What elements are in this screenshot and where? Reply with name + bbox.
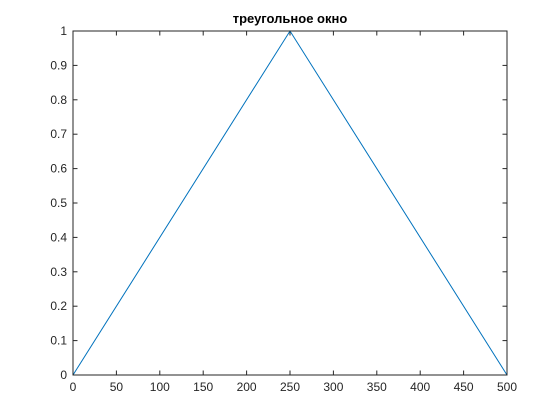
plot-area <box>73 31 507 375</box>
tick-labels: 0 50 100 150 200 250 300 350 400 450 500 0 0.1 0.2 0.3… <box>50 24 517 394</box>
chart-title: треугольное окно <box>233 11 348 26</box>
x-tick-label: 300 <box>323 380 343 394</box>
x-tick-label: 500 <box>497 380 517 394</box>
y-tick-label: 0.3 <box>50 265 67 279</box>
y-tick-label: 0.7 <box>50 127 67 141</box>
x-tick-label: 350 <box>367 380 387 394</box>
y-tick-label: 0.5 <box>50 196 67 210</box>
x-tick-label: 200 <box>237 380 257 394</box>
y-tick-label: 1 <box>60 24 67 38</box>
y-tick-label: 0.2 <box>50 299 67 313</box>
x-tick-label: 450 <box>454 380 474 394</box>
y-tick-label: 0.6 <box>50 162 67 176</box>
axes-box <box>72 30 508 376</box>
x-tick-label: 250 <box>280 380 300 394</box>
y-tick-label: 0.1 <box>50 334 67 348</box>
x-tick-label: 400 <box>410 380 430 394</box>
y-tick-label: 0.8 <box>50 93 67 107</box>
x-tick-label: 50 <box>110 380 124 394</box>
y-tick-label: 0.4 <box>50 230 67 244</box>
y-tick-label: 0 <box>60 368 67 382</box>
x-tick-label: 0 <box>70 380 77 394</box>
y-tick-label: 0.9 <box>50 58 67 72</box>
x-tick-label: 150 <box>193 380 213 394</box>
x-tick-label: 100 <box>150 380 170 394</box>
